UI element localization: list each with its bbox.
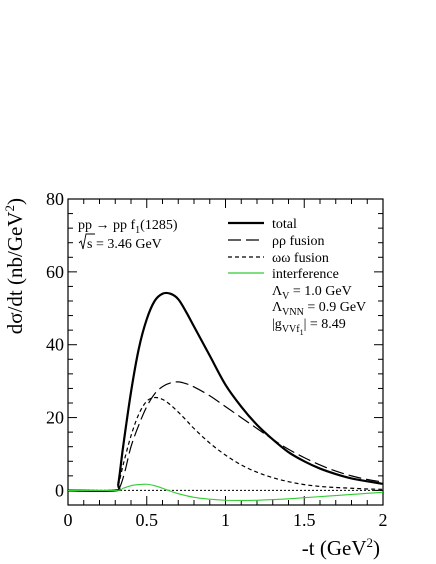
x-tick-label: 1.5 xyxy=(293,510,316,530)
x-tick-label: 0 xyxy=(64,510,73,530)
energy-label: s = 3.46 GeV xyxy=(78,233,162,252)
y-tick-label: 40 xyxy=(46,335,64,355)
x-tick-label: 2 xyxy=(379,510,388,530)
x-tick-label: 0.5 xyxy=(136,510,159,530)
y-tick-label: 80 xyxy=(46,189,64,209)
legend: total ρρ fusion ωω fusion interference Λ… xyxy=(228,217,366,337)
legend-label-total: total xyxy=(272,217,297,232)
series-line-interference xyxy=(68,483,383,502)
legend-label-rho: ρρ fusion xyxy=(272,234,324,249)
series-line-omega xyxy=(68,396,383,492)
data-curves xyxy=(68,291,383,502)
param-coupling: |gVVf1| = 8.49 xyxy=(272,317,346,337)
x-tick-label: 1 xyxy=(221,510,230,530)
reaction-label: pp → pp f1(1285) xyxy=(78,218,178,236)
y-tick-label: 20 xyxy=(46,408,64,428)
x-axis-title: -t (GeV2) xyxy=(302,535,380,560)
series-line-rho xyxy=(68,381,383,492)
y-tick-label: 0 xyxy=(55,480,64,500)
legend-label-interference: interference xyxy=(272,267,339,282)
axis-ticks xyxy=(67,198,384,506)
svg-text:s = 3.46 GeV: s = 3.46 GeV xyxy=(87,237,162,252)
series-line-total xyxy=(68,291,383,493)
sqrt-sign-icon xyxy=(78,233,95,250)
param-lambda-v: ΛV = 1.0 GeV xyxy=(272,284,352,302)
y-axis-title: dσ/dt (nb/GeV2) xyxy=(2,198,27,334)
y-tick-label: 60 xyxy=(46,262,64,282)
legend-label-omega: ωω fusion xyxy=(272,251,329,266)
param-lambda-vnn: ΛVNN = 0.9 GeV xyxy=(272,300,366,318)
